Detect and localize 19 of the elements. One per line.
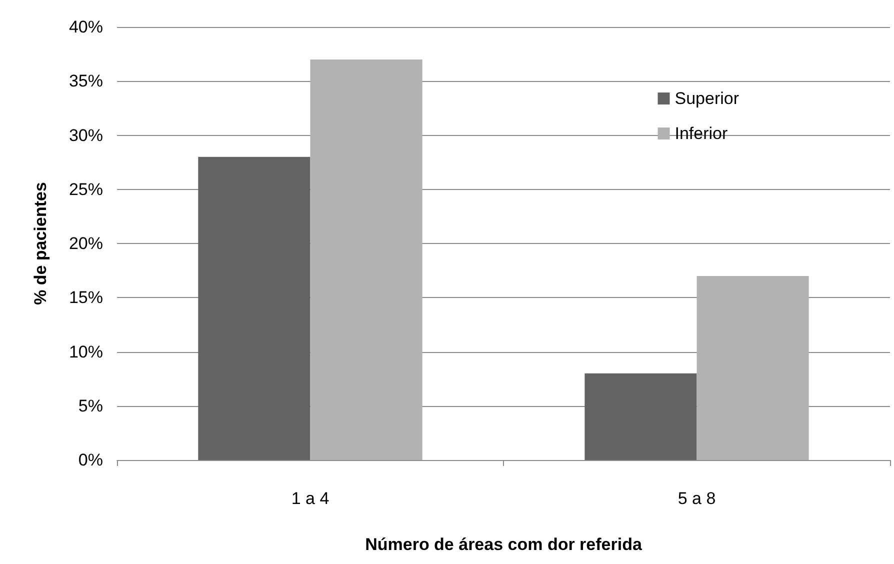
y-tick-label: 35% [68, 72, 103, 91]
bar [310, 59, 422, 460]
y-tick-label: 10% [68, 342, 103, 362]
legend-label: Inferior [674, 124, 728, 143]
x-tick-label: 1 a 4 [291, 489, 330, 508]
legend-label: Superior [674, 89, 740, 108]
y-axis-title: % de pacientes [31, 182, 50, 305]
y-tick-label: 25% [68, 180, 103, 199]
bar [198, 156, 310, 460]
y-tick-label: 0% [78, 450, 103, 470]
bar [584, 373, 697, 460]
bar [696, 276, 809, 460]
y-tick-label: 40% [68, 18, 103, 36]
x-axis-title: Número de áreas com dor referida [365, 535, 642, 554]
x-tick-label: 5 a 8 [678, 489, 716, 508]
y-tick-label: 15% [68, 288, 103, 308]
y-tick-label: 30% [68, 126, 103, 145]
y-tick-label: 5% [78, 396, 103, 416]
y-tick-label: 20% [68, 234, 103, 253]
